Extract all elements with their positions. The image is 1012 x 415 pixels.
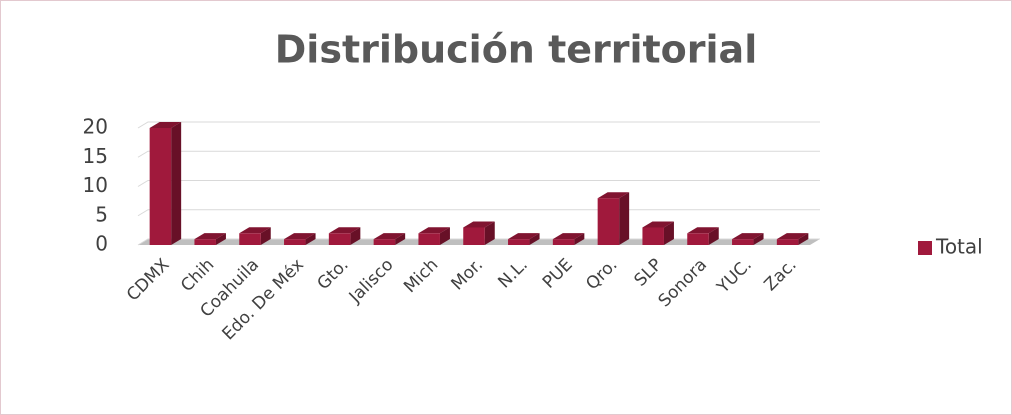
bar-front — [328, 233, 351, 245]
bar-side — [171, 122, 182, 245]
bar-side — [708, 227, 719, 245]
bar — [194, 233, 226, 245]
bar — [149, 122, 182, 245]
bar-side — [798, 233, 809, 245]
bar — [776, 233, 809, 245]
bar — [284, 233, 316, 245]
bar-front — [373, 239, 396, 245]
bar-side — [260, 227, 271, 245]
chart-title: Distribución territorial — [275, 28, 757, 72]
legend-label: Total — [935, 235, 983, 259]
bar — [597, 192, 630, 245]
y-tick-label: 0 — [95, 232, 108, 256]
bar-side — [395, 233, 406, 245]
bar-side — [663, 221, 674, 245]
bar-front — [418, 233, 440, 245]
bar — [552, 233, 585, 245]
bar-side — [350, 227, 361, 245]
bar-front — [776, 239, 799, 245]
bar — [463, 221, 495, 245]
grid-line — [137, 150, 820, 158]
bar-side — [484, 221, 495, 245]
bar-front — [597, 198, 620, 245]
bar-top — [776, 233, 809, 240]
bar-top — [508, 233, 540, 240]
bar-side — [753, 233, 764, 245]
bar — [732, 233, 764, 245]
bar-side — [439, 227, 450, 245]
bar-top — [642, 221, 674, 228]
y-tick-label: 5 — [95, 202, 108, 226]
bar-top — [373, 233, 406, 240]
bar-top — [418, 227, 450, 234]
bar-side — [529, 233, 540, 245]
bar-front — [194, 239, 216, 245]
bar-top — [732, 233, 764, 240]
bar-top — [328, 227, 361, 234]
bar-front — [239, 233, 261, 245]
bar — [642, 221, 674, 245]
bar-top — [284, 233, 316, 240]
y-tick-label: 10 — [83, 173, 108, 197]
legend-swatch — [918, 241, 932, 255]
grid-line — [137, 121, 820, 129]
y-tick-label: 15 — [83, 144, 108, 168]
bar-front — [642, 227, 664, 245]
grid-line — [137, 209, 820, 217]
y-tick-label: 20 — [83, 115, 108, 139]
bar-side — [619, 192, 630, 245]
bar-top — [463, 221, 495, 228]
grid-line — [137, 238, 820, 246]
bar-front — [508, 239, 530, 245]
bar-front — [552, 239, 575, 245]
grid-line — [137, 180, 820, 187]
bar — [328, 227, 361, 245]
bar-top — [239, 227, 271, 234]
bar-top — [597, 192, 630, 199]
bar-front — [732, 239, 754, 245]
bar-top — [552, 233, 585, 240]
bar-front — [463, 227, 485, 245]
bar-side — [305, 233, 316, 245]
bar — [508, 233, 540, 245]
bar-front — [284, 239, 306, 245]
bar — [239, 227, 271, 245]
bar-front — [687, 233, 709, 245]
bar — [687, 227, 719, 245]
bar-top — [687, 227, 719, 234]
bar-top — [149, 122, 182, 128]
bar — [418, 227, 450, 245]
bar-side — [574, 233, 585, 245]
bar-front — [149, 128, 172, 245]
bar — [373, 233, 406, 245]
bar-top — [194, 233, 226, 240]
bar-side — [215, 233, 226, 245]
